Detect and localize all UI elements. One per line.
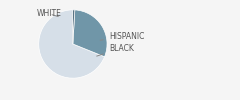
Wedge shape <box>39 10 105 78</box>
Wedge shape <box>73 10 107 57</box>
Text: BLACK: BLACK <box>97 44 134 56</box>
Text: WHITE: WHITE <box>37 9 62 18</box>
Legend: 68.9%, 30.2%, 0.9%: 68.9%, 30.2%, 0.9% <box>0 97 103 100</box>
Wedge shape <box>73 10 75 44</box>
Text: HISPANIC: HISPANIC <box>100 32 144 41</box>
